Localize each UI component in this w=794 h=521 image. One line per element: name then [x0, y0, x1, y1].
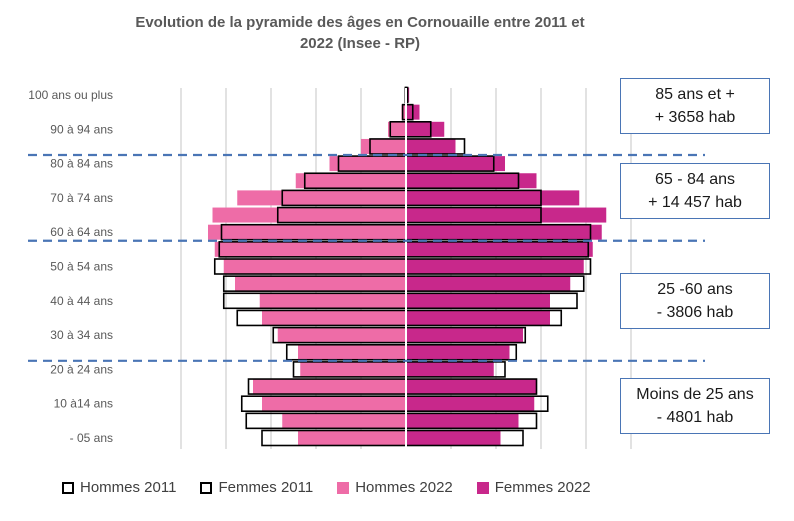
- bars-2022: [208, 87, 607, 446]
- bar-femmes-2022: [406, 396, 535, 412]
- bar-hommes-2022: [208, 224, 406, 240]
- bar-femmes-2022: [406, 138, 456, 154]
- bar-hommes-2022: [329, 156, 406, 172]
- annotation-85-plus-line-1: 85 ans et +: [655, 86, 735, 103]
- bar-femmes-2022: [406, 173, 537, 189]
- bar-hommes-2022: [388, 121, 406, 137]
- annotation-65-84: 65 - 84 ans + 14 457 hab: [620, 163, 770, 219]
- y-tick-label: 90 à 94 ans: [50, 122, 113, 136]
- legend-swatch-hommes-2022: [337, 481, 350, 494]
- bar-femmes-2022: [406, 276, 571, 292]
- annotation-25-60-line-1: 25 -60 ans: [657, 281, 733, 298]
- y-tick-label: 70 à 74 ans: [50, 191, 113, 205]
- legend-label-femmes-2011: Femmes 2011: [218, 479, 314, 496]
- bar-hommes-2022: [300, 361, 406, 377]
- bar-femmes-2022: [406, 293, 550, 309]
- y-tick-label: 20 à 24 ans: [50, 362, 113, 376]
- legend-item-hommes-2011: Hommes 2011: [62, 479, 176, 496]
- legend-item-femmes-2022: Femmes 2022: [476, 479, 591, 496]
- chart-title-line-2: 2022 (Insee - RP): [299, 35, 421, 52]
- bar-hommes-2022: [282, 413, 406, 429]
- age-group-separators: [28, 153, 705, 362]
- y-tick-label: 60 à 64 ans: [50, 225, 113, 239]
- bar-femmes-2022: [406, 241, 593, 257]
- annotation-65-84-line-2: + 14 457 hab: [648, 194, 742, 211]
- legend-swatch-femmes-2011: [200, 481, 213, 494]
- bar-femmes-2022: [406, 259, 584, 274]
- bar-femmes-2022: [406, 310, 550, 326]
- bar-femmes-2022: [406, 190, 580, 206]
- y-tick-label: 10 à14 ans: [54, 397, 113, 411]
- annotation-85-plus-line-2: + 3658 hab: [654, 109, 736, 126]
- y-tick-label: 40 à 44 ans: [50, 294, 113, 308]
- bar-hommes-2022: [277, 327, 406, 343]
- bar-femmes-2022: [406, 207, 607, 223]
- chart-title: Evolution de la pyramide des âges en Cor…: [60, 12, 660, 54]
- y-tick-label: 30 à 34 ans: [50, 328, 113, 342]
- annotation-85-plus: 85 ans et + + 3658 hab: [620, 78, 770, 134]
- annotation-under-25-line-2: - 4801 hab: [656, 409, 734, 426]
- bar-hommes-2022: [223, 259, 406, 274]
- bar-hommes-2022: [253, 379, 406, 395]
- legend-label-femmes-2022: Femmes 2022: [494, 479, 591, 496]
- bar-femmes-2022: [406, 413, 519, 429]
- bar-femmes-2022: [406, 344, 510, 360]
- y-tick-label: - 05 ans: [70, 431, 113, 445]
- bar-femmes-2022: [406, 430, 501, 446]
- legend-item-femmes-2011: Femmes 2011: [200, 479, 313, 496]
- y-tick-label: 50 à 54 ans: [50, 260, 113, 274]
- bar-hommes-2022: [214, 241, 406, 257]
- bar-femmes-2022: [406, 379, 537, 395]
- bar-femmes-2022: [406, 361, 494, 377]
- legend-swatch-hommes-2011: [62, 481, 74, 494]
- y-tick-label: 80 à 84 ans: [50, 157, 113, 171]
- bar-hommes-2022: [401, 104, 406, 120]
- bar-hommes-2022: [361, 138, 406, 154]
- chart-legend: Hommes 2011 Femmes 2011 Hommes 2022 Femm…: [62, 479, 591, 496]
- y-tick-label: 100 ans ou plus: [28, 88, 113, 102]
- bar-hommes-2022: [298, 344, 406, 360]
- legend-swatch-femmes-2022: [476, 481, 489, 494]
- bar-hommes-2022: [259, 293, 406, 309]
- bar-hommes-2022: [295, 173, 406, 189]
- bar-femmes-2022: [406, 121, 445, 137]
- bar-hommes-2022: [262, 396, 406, 412]
- y-axis-labels: - 05 ans 10 à14 ans 20 à 24 ans 30 à 34 ans…: [28, 88, 113, 445]
- bar-hommes-2022: [235, 276, 406, 292]
- bar-hommes-2022: [298, 430, 406, 446]
- legend-label-hommes-2022: Hommes 2022: [355, 479, 453, 496]
- legend-item-hommes-2022: Hommes 2022: [337, 479, 453, 496]
- bar-hommes-2022: [262, 310, 406, 326]
- annotation-under-25: Moins de 25 ans - 4801 hab: [620, 378, 770, 434]
- legend-label-hommes-2011: Hommes 2011: [80, 479, 177, 496]
- bar-hommes-2022: [212, 207, 406, 223]
- bar-femmes-2022: [406, 327, 523, 343]
- bar-femmes-2022: [406, 224, 602, 240]
- population-pyramid-chart: - 05 ans 10 à14 ans 20 à 24 ans 30 à 34 ans…: [28, 86, 705, 449]
- annotation-25-60: 25 -60 ans - 3806 hab: [620, 273, 770, 329]
- bar-femmes-2022: [406, 156, 505, 172]
- chart-title-line-1: Evolution de la pyramide des âges en Cor…: [135, 14, 585, 31]
- bar-hommes-2022: [237, 190, 406, 206]
- annotation-65-84-line-1: 65 - 84 ans: [654, 171, 736, 188]
- annotation-under-25-line-1: Moins de 25 ans: [636, 386, 754, 403]
- annotation-25-60-line-2: - 3806 hab: [656, 304, 734, 321]
